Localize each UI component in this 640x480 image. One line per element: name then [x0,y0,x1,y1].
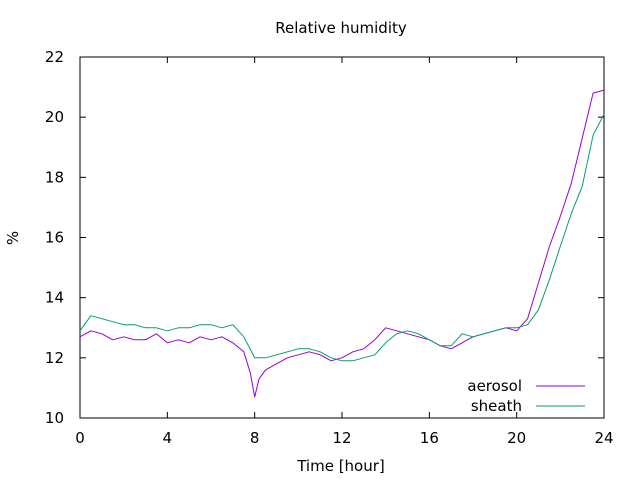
legend-label-sheath: sheath [471,397,522,415]
x-tick-label: 20 [507,429,526,447]
legend-label-aerosol: aerosol [467,377,522,395]
x-axis-title: Time [hour] [296,457,385,475]
series-line-sheath [79,113,605,362]
series-layer [79,89,605,398]
y-tick-label: 20 [45,108,64,126]
x-tick-label: 16 [420,429,439,447]
x-tick-label: 12 [332,429,351,447]
y-tick-label: 22 [45,48,64,66]
legend: aerosol sheath [467,377,585,415]
series-line-aerosol [79,89,605,398]
x-tick-label: 24 [594,429,613,447]
x-tick-label: 0 [75,429,85,447]
y-tick-label: 14 [45,289,64,307]
y-tick-label: 12 [45,349,64,367]
y-tick-label: 18 [45,168,64,186]
chart-title: Relative humidity [275,19,407,37]
x-tick-label: 8 [250,429,260,447]
y-tick-label: 10 [45,409,64,427]
y-axis-title: % [4,231,22,245]
x-tick-label: 4 [163,429,173,447]
axis-ticks: 0 4 8 12 16 20 24 10 12 14 16 18 20 22 [45,48,614,447]
plot-frame [79,56,605,419]
y-tick-label: 16 [45,229,64,247]
